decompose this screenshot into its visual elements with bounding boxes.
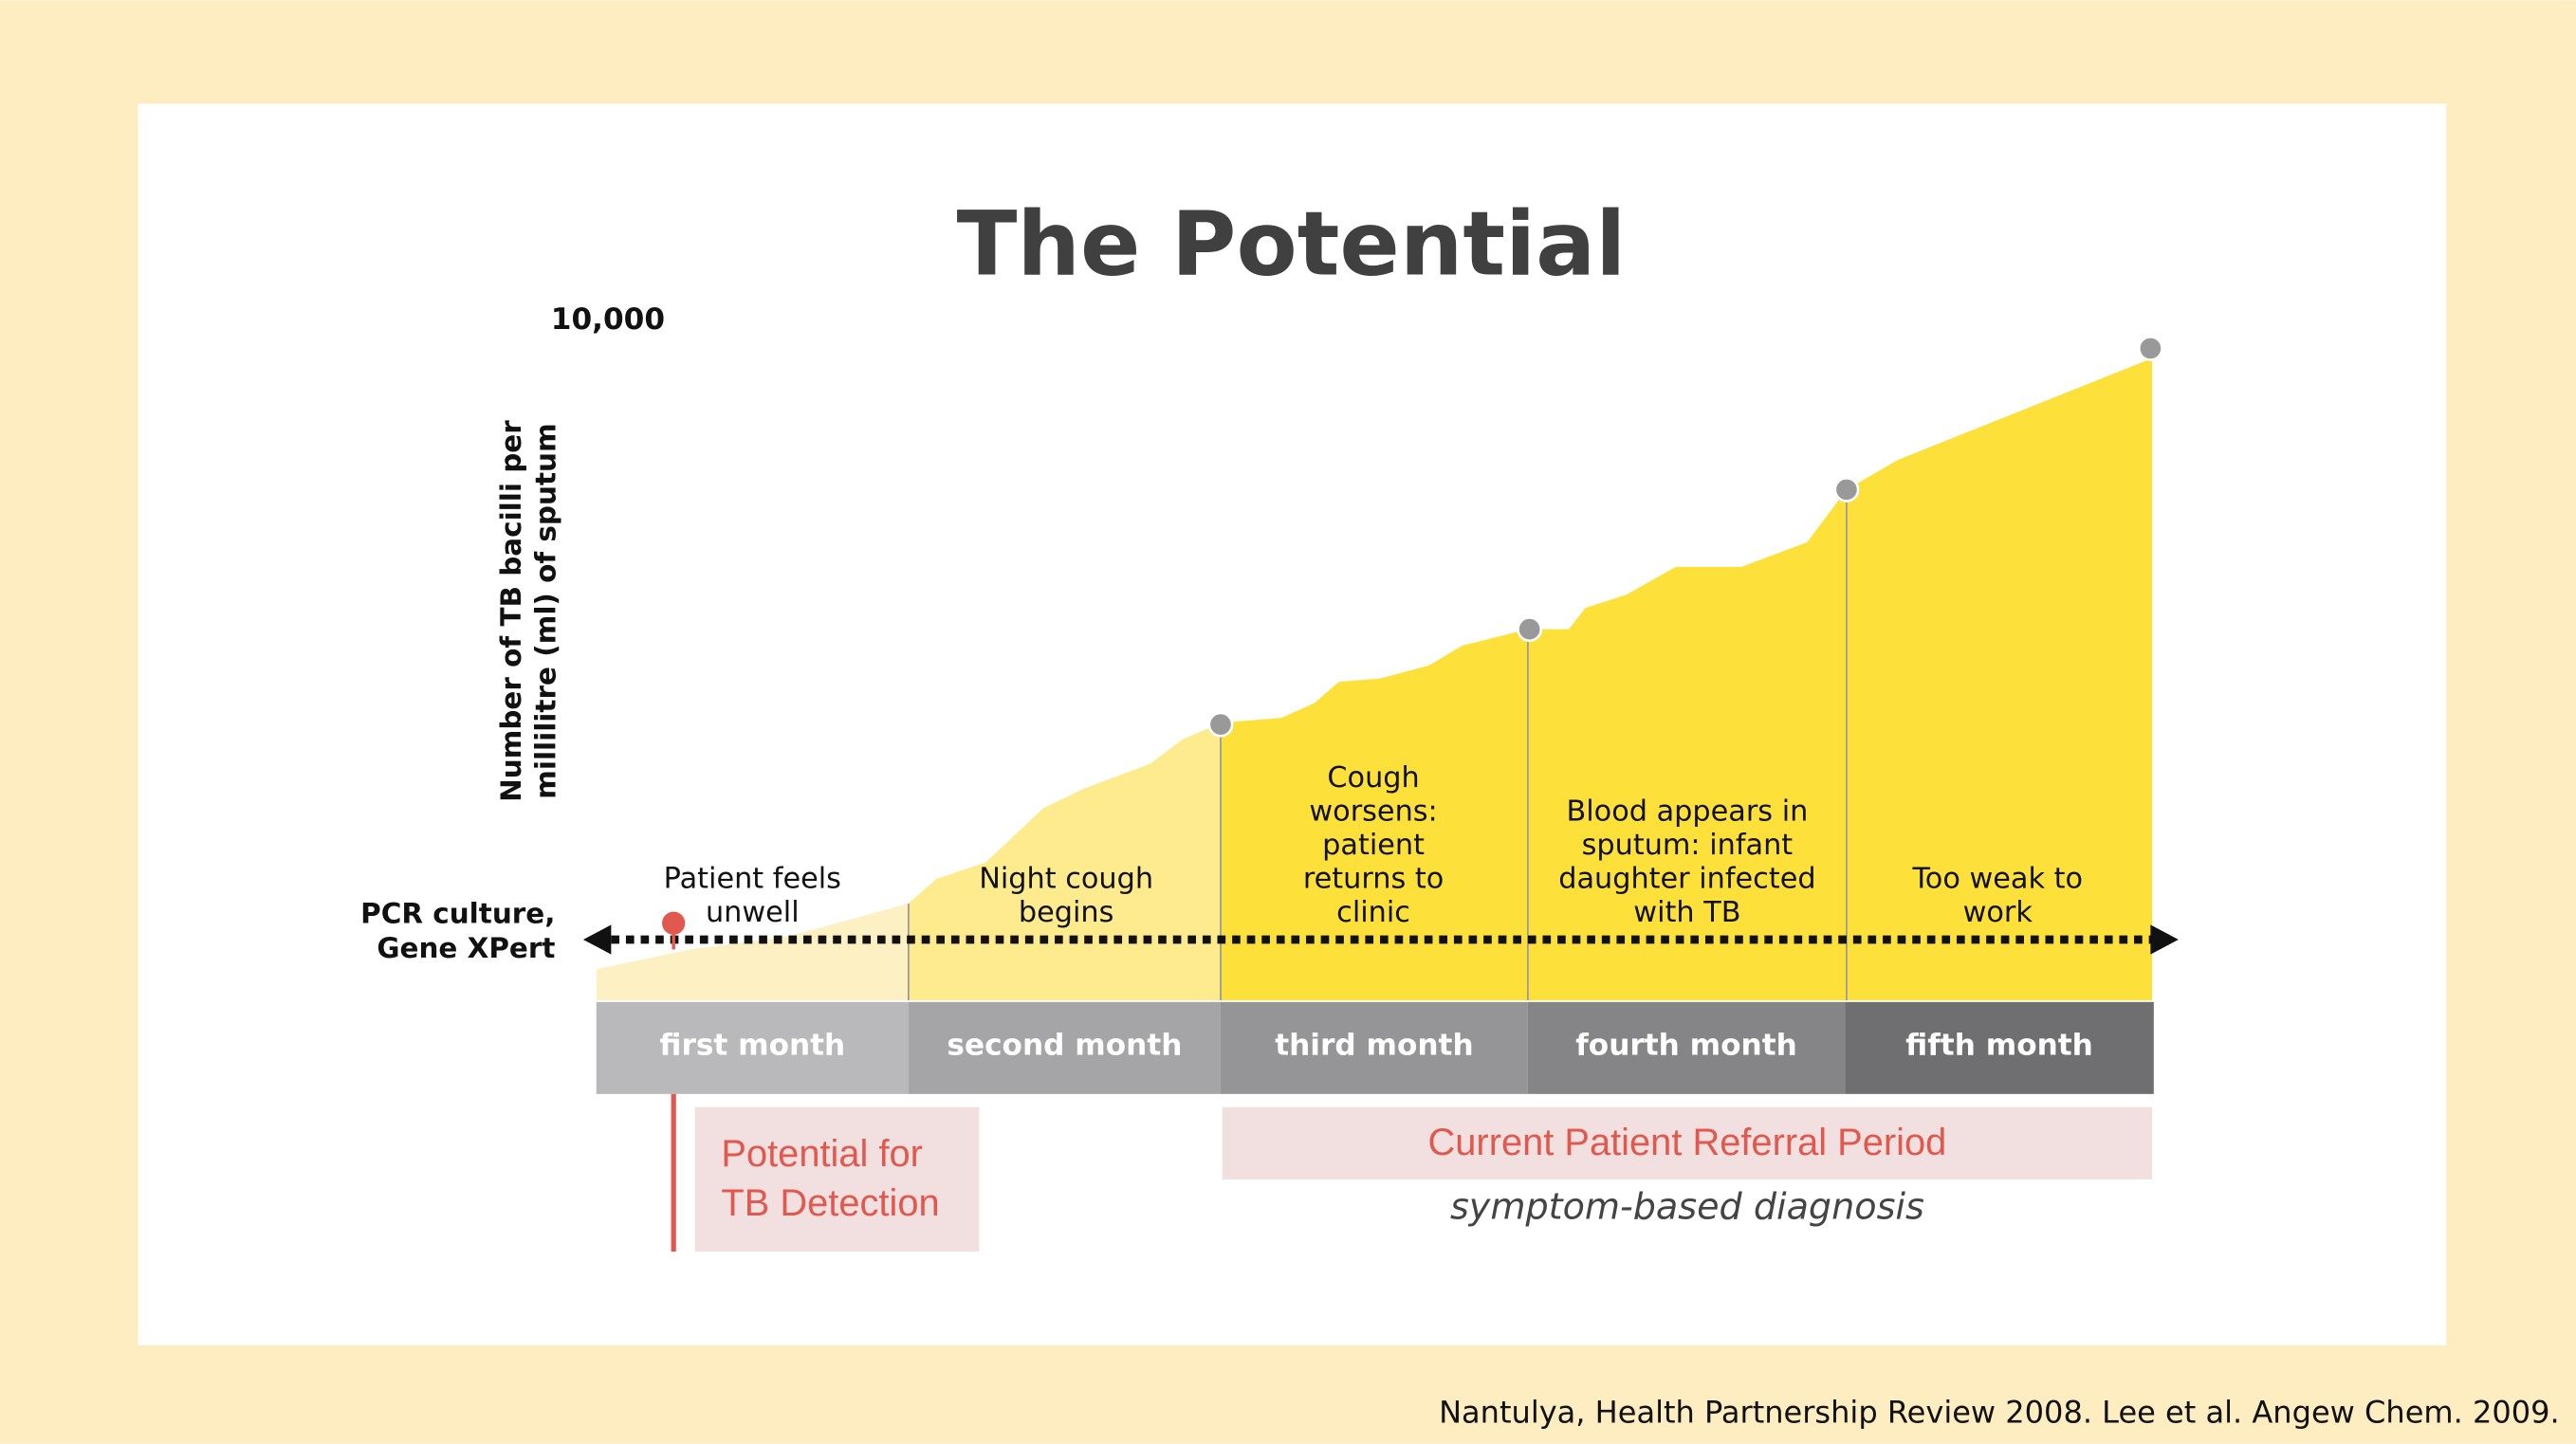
stage-text: clinic [1336,896,1410,929]
marker-dot [662,911,686,935]
area-segment [908,722,1221,1001]
detection-text: TB Detection [721,1182,939,1224]
referral-box [1222,1106,2153,1179]
milestone-dot [1833,476,1860,503]
month-label: second month [947,1029,1182,1063]
stage-text: work [1963,896,2033,929]
citation: Nantulya, Health Partnership Review 2008… [1439,1395,2560,1431]
area-segment [596,903,909,1001]
month-cell [1220,1001,1528,1094]
stage-text: unwell [706,896,800,929]
month-cell [1845,1001,2154,1094]
month-cell [1527,1001,1846,1094]
stage-text: Patient feels [664,862,841,895]
growth-area [596,357,2153,1001]
y-axis-label: millilitre (ml) of sputum [529,423,561,798]
stage-text: Too weak to [1911,862,2083,895]
stage-text: Night cough [979,862,1153,895]
detection-box [694,1106,980,1252]
title: The Potential [957,192,1627,296]
month-label: fifth month [1905,1029,2093,1063]
stage-text: Cough [1327,761,1419,795]
referral-note: symptom-based diagnosis [1450,1186,1924,1228]
test-label: Gene XPert [377,932,555,964]
area-segment [1220,357,2153,1001]
month-label: fourth month [1575,1029,1797,1063]
stage-text: patient [1322,829,1425,862]
y-top-label: 10,000 [551,302,665,337]
diagram-layer: first month second month third month fourth… [360,336,2179,1252]
test-label: PCR culture, [360,898,555,930]
arrow-head [2150,924,2179,955]
stage-text: Blood appears in [1566,795,1808,828]
stage-text: begins [1019,896,1114,929]
month-cell [596,1001,909,1094]
month-label: first month [659,1029,845,1063]
month-cell [908,1001,1221,1094]
arrow-head [582,924,612,955]
referral-label: Current Patient Referral Period [1428,1122,1947,1163]
stage-text: returns to [1303,862,1444,895]
stage-text: with TB [1633,896,1740,929]
stage-text: worsens: [1309,795,1437,828]
milestone-dot [1517,616,1543,643]
month-label: third month [1275,1029,1473,1063]
y-axis-label: Number of TB bacilli per [495,420,527,802]
stage-text: sputum: infant [1582,829,1794,862]
milestone-dot [1207,711,1234,738]
detection-text: Potential for [721,1133,923,1175]
milestone-dot [2137,336,2163,361]
stage-text: daughter infected [1558,862,1815,895]
